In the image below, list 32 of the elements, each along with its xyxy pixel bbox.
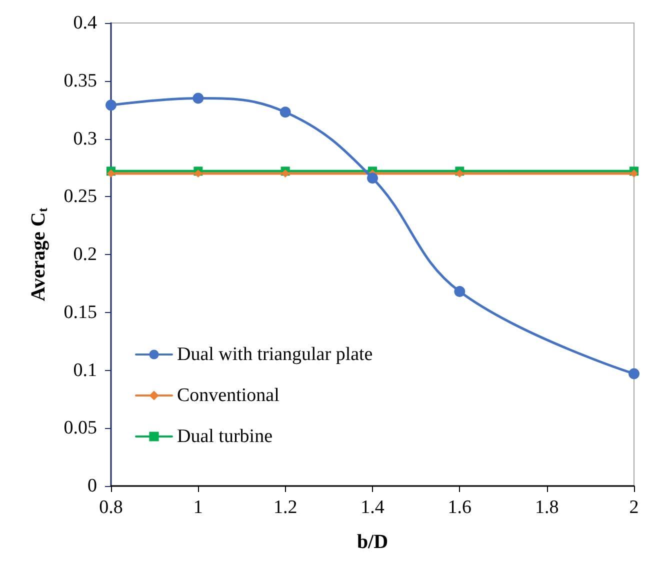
point: [367, 172, 378, 184]
y-tick-label: 0.3: [73, 128, 97, 150]
y-tick-label: 0.35: [64, 70, 97, 92]
x-tick-label: 1.2: [273, 497, 298, 518]
x-tick-label: 1.8: [534, 497, 559, 518]
legend-label: Dual with triangular plate: [177, 344, 373, 365]
y-tick-label: 0.4: [73, 12, 98, 34]
point: [630, 169, 638, 178]
x-tick-label: 2: [629, 497, 639, 518]
x-tick-label: 1: [193, 497, 203, 518]
x-tick-label: 1.6: [448, 497, 472, 518]
point: [194, 169, 202, 178]
x-axis-title: b/D: [356, 531, 388, 553]
y-tick-label: 0.05: [64, 418, 97, 439]
point: [280, 106, 291, 118]
x-tick-label: 0.8: [99, 497, 123, 518]
point: [281, 169, 290, 178]
point: [107, 169, 115, 178]
point: [628, 368, 640, 380]
legend-label: Dual turbine: [177, 426, 273, 447]
point: [454, 286, 466, 298]
point: [192, 92, 204, 104]
x-tick-label: 1.4: [360, 497, 385, 518]
legend-label: Conventional: [177, 385, 280, 406]
y-tick-label: 0.2: [73, 244, 97, 265]
y-tick-label: 0.15: [64, 302, 97, 323]
y-tick-label: 0.1: [73, 360, 97, 381]
point: [106, 100, 116, 111]
y-tick-label: 0.25: [64, 186, 97, 208]
point: [456, 169, 464, 178]
y-tick-label: 0: [88, 476, 97, 496]
y-axis-title: Average Ct: [28, 207, 50, 302]
